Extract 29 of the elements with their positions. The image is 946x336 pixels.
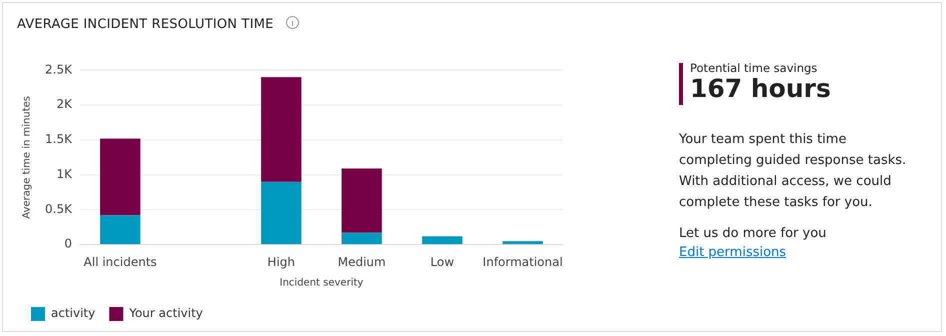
bar xyxy=(502,241,543,244)
chart-title: AVERAGE INCIDENT RESOLUTION TIME xyxy=(17,17,274,32)
bar xyxy=(100,138,140,216)
text: 167 hours xyxy=(690,74,832,103)
bar xyxy=(342,232,382,244)
bar xyxy=(261,182,302,244)
bar xyxy=(342,168,382,233)
bar xyxy=(261,77,302,182)
y-tick-label: 1.5K xyxy=(45,132,74,146)
x-axis-title: Incident severity xyxy=(280,278,364,289)
text: Your team spent this time completing guided response tasks. With additional access, we could complete these tasks for you. xyxy=(679,131,908,212)
y-tick-label: 2.5K xyxy=(45,62,74,76)
text: Edit permissions xyxy=(679,245,788,260)
x-tick-label: Low xyxy=(430,254,454,269)
text: Potential time savings xyxy=(690,61,818,75)
y-tick-label: 2K xyxy=(56,97,74,112)
legend-label: Your activity xyxy=(128,306,203,320)
text: Let us do more for you xyxy=(679,226,828,241)
y-tick-label: 0.5K xyxy=(45,202,74,216)
y-tick-label: 0 xyxy=(64,236,72,251)
x-tick-label: All incidents xyxy=(84,254,157,269)
x-tick-label: High xyxy=(267,254,296,269)
x-tick-label: Medium xyxy=(338,254,386,269)
x-tick-label: Informational xyxy=(482,254,563,269)
y-tick-label: 1K xyxy=(56,166,74,181)
legend-label: activity xyxy=(51,306,96,320)
y-axis-title: Average time in minutes xyxy=(22,96,33,219)
bar xyxy=(100,215,140,244)
bar xyxy=(422,236,462,244)
